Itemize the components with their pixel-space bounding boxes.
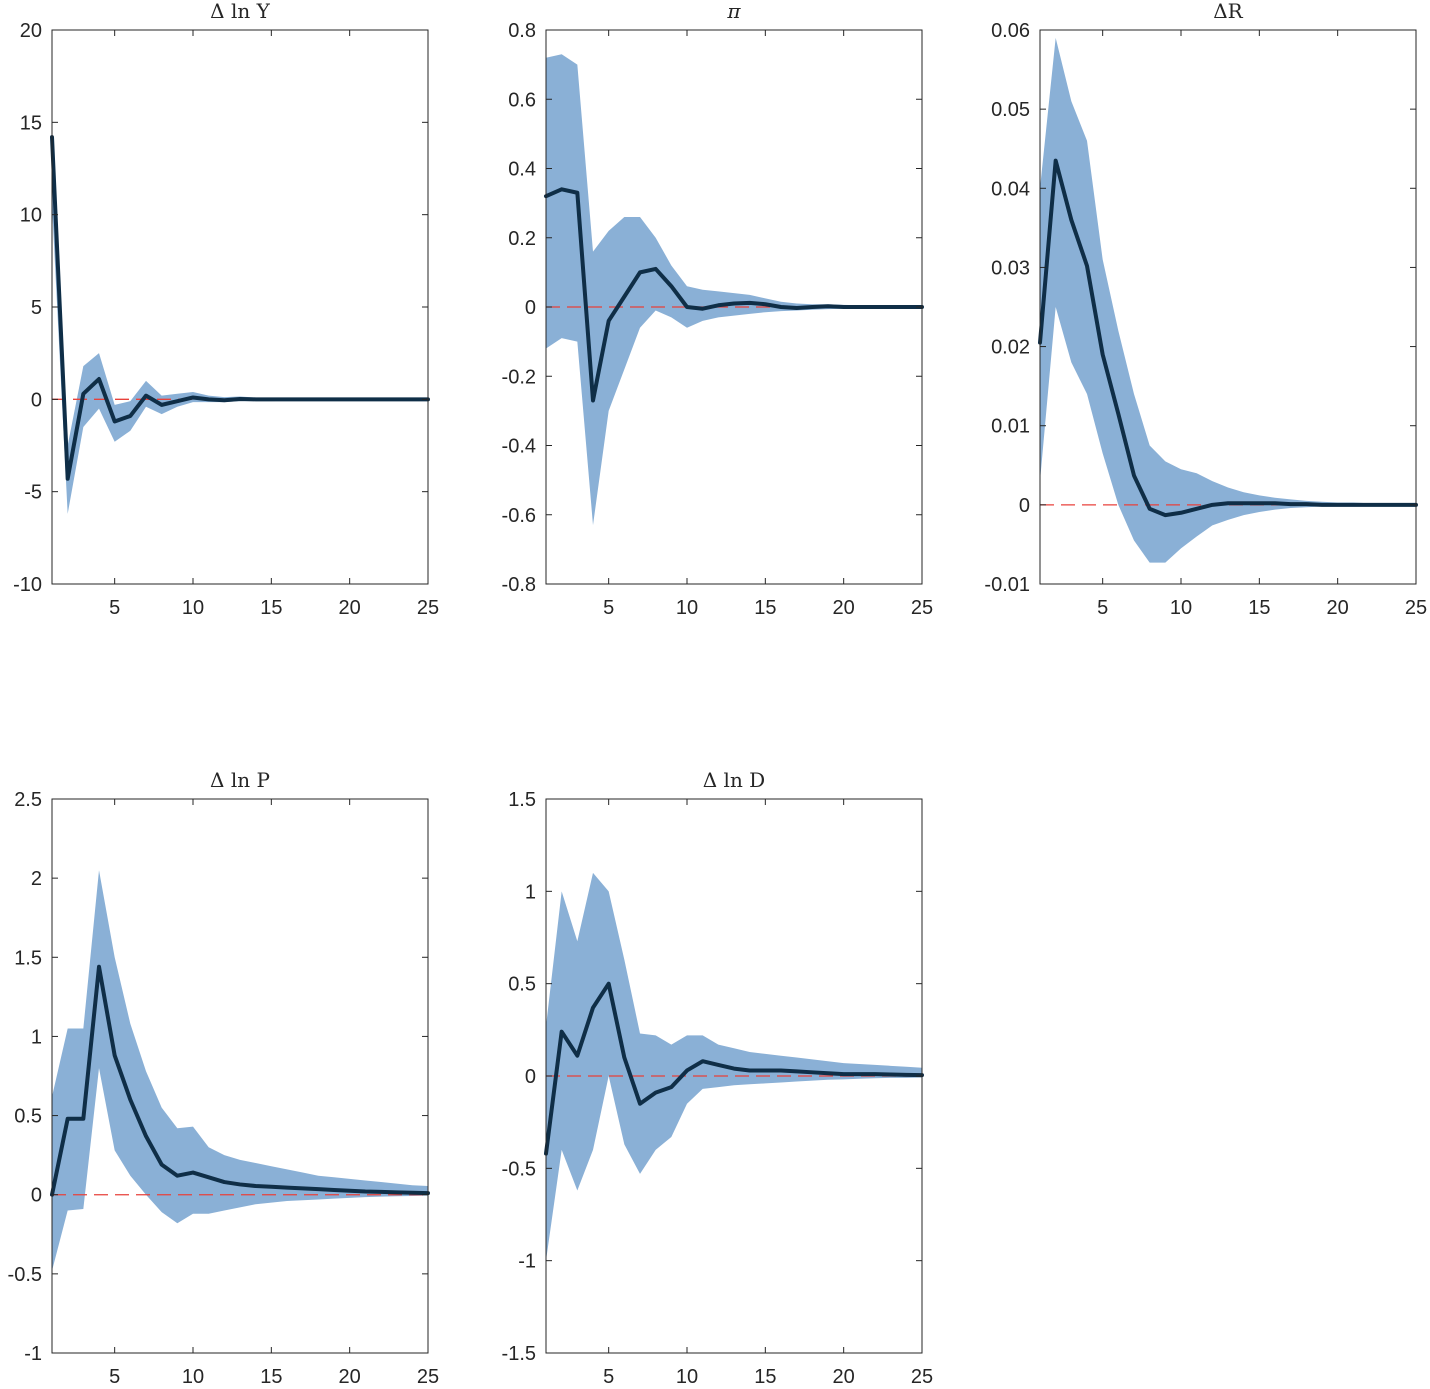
x-tick-label: 25 (911, 597, 933, 619)
y-tick-label: -1 (24, 1343, 42, 1365)
x-tick-label: 20 (1327, 597, 1349, 619)
y-tick-label: -0.8 (502, 574, 536, 596)
y-tick-label: -0.4 (502, 436, 536, 458)
y-tick-label: 0 (525, 297, 536, 319)
y-tick-label: 0.05 (991, 99, 1030, 121)
y-tick-label: -0.2 (502, 366, 536, 388)
confidence-band (52, 135, 428, 514)
x-tick-label: 10 (1170, 597, 1192, 619)
x-tick-label: 10 (182, 597, 204, 619)
x-tick-label: 10 (182, 1366, 204, 1388)
panel-delta-ln-p: Δ ln P 5 10 15 20 25 -1 -0.5 0 0.5 1 1.5 2 2.5 (8, 768, 440, 1388)
median-response-line (50, 135, 430, 481)
y-tick-label: 0.06 (991, 20, 1030, 42)
panel-delta-r: ΔR 5 10 15 20 25 -0.01 0 0.01 0.02 0.03 0.04 0.05 0.… (984, 0, 1427, 619)
x-tick-label: 15 (754, 1366, 776, 1388)
confidence-band (1040, 37, 1416, 563)
panel-title: π (726, 0, 741, 23)
panel-pi: π 5 10 15 20 25 -0.8 -0.6 -0.4 -0.2 0 0.2 0.4 0.6 0.8 (502, 0, 934, 619)
y-tick-label: 2 (31, 868, 42, 890)
x-tick-label: 15 (1248, 597, 1270, 619)
x-tick-label: 25 (417, 1366, 439, 1388)
x-tick-label: 20 (339, 597, 361, 619)
x-tick-label: 25 (911, 1366, 933, 1388)
y-tick-label: 0.03 (991, 257, 1030, 279)
y-tick-label: 0 (1019, 495, 1030, 517)
y-tick-label: 15 (20, 112, 42, 134)
y-tick-label: 10 (20, 205, 42, 227)
x-tick-label: 20 (339, 1366, 361, 1388)
confidence-band (52, 870, 428, 1271)
y-tick-label: 0.6 (508, 89, 536, 111)
median-response-line (50, 964, 430, 1197)
y-tick-label: -0.5 (502, 1158, 536, 1180)
panel-delta-ln-d: Δ ln D 5 10 15 20 25 -1.5 -1 -0.5 0 0.5 1 1.5 (502, 768, 934, 1388)
x-tick-label: 10 (676, 597, 698, 619)
y-tick-label: 0 (31, 389, 42, 411)
x-tick-label: 5 (1097, 597, 1108, 619)
panel-title: ΔR (1213, 0, 1243, 23)
y-tick-label: 20 (20, 20, 42, 42)
y-tick-label: 2.5 (14, 789, 42, 811)
y-tick-label: 0.01 (991, 416, 1030, 438)
y-tick-label: 0.8 (508, 20, 536, 42)
median-response-line (544, 981, 924, 1156)
y-tick-label: 1.5 (508, 789, 536, 811)
confidence-band (546, 54, 922, 526)
panel-title: Δ ln D (703, 768, 765, 792)
y-tick-label: -0.6 (502, 505, 536, 527)
y-tick-label: 0.04 (991, 178, 1030, 200)
x-tick-label: 10 (676, 1366, 698, 1388)
y-tick-label: 0.5 (508, 974, 536, 996)
y-tick-label: -0.01 (984, 574, 1030, 596)
y-tick-label: 5 (31, 297, 42, 319)
y-tick-label: 0 (525, 1066, 536, 1088)
y-tick-label: 0 (31, 1185, 42, 1207)
x-tick-label: 25 (417, 597, 439, 619)
x-tick-label: 25 (1405, 597, 1427, 619)
x-tick-label: 15 (260, 597, 282, 619)
axes-box (51, 798, 429, 1354)
x-tick-label: 5 (109, 1366, 120, 1388)
y-tick-label: 0.4 (508, 159, 536, 181)
x-tick-label: 5 (603, 597, 614, 619)
y-tick-label: 1.5 (14, 947, 42, 969)
x-tick-label: 5 (109, 597, 120, 619)
y-tick-label: -10 (13, 574, 42, 596)
x-tick-label: 5 (603, 1366, 614, 1388)
x-tick-label: 20 (833, 597, 855, 619)
y-tick-label: 0.02 (991, 337, 1030, 359)
x-tick-label: 15 (260, 1366, 282, 1388)
y-tick-label: 0.5 (14, 1106, 42, 1128)
y-tick-label: -0.5 (8, 1264, 42, 1286)
y-tick-label: -1.5 (502, 1343, 536, 1365)
x-tick-label: 15 (754, 597, 776, 619)
y-tick-label: 0.2 (508, 228, 536, 250)
panel-title: Δ ln P (210, 768, 270, 792)
y-tick-label: -1 (518, 1251, 536, 1273)
axes-box (1039, 29, 1417, 585)
y-tick-label: 1 (525, 881, 536, 903)
panel-delta-ln-y: Δ ln Y 5 10 15 20 25 -10 -5 0 5 10 15 20 (13, 0, 439, 619)
x-tick-label: 20 (833, 1366, 855, 1388)
axes-box (51, 29, 429, 585)
y-tick-label: -5 (24, 482, 42, 504)
panel-title: Δ ln Y (210, 0, 270, 23)
median-response-line (1038, 158, 1418, 518)
y-tick-label: 1 (31, 1026, 42, 1048)
median-response-line (544, 187, 924, 403)
